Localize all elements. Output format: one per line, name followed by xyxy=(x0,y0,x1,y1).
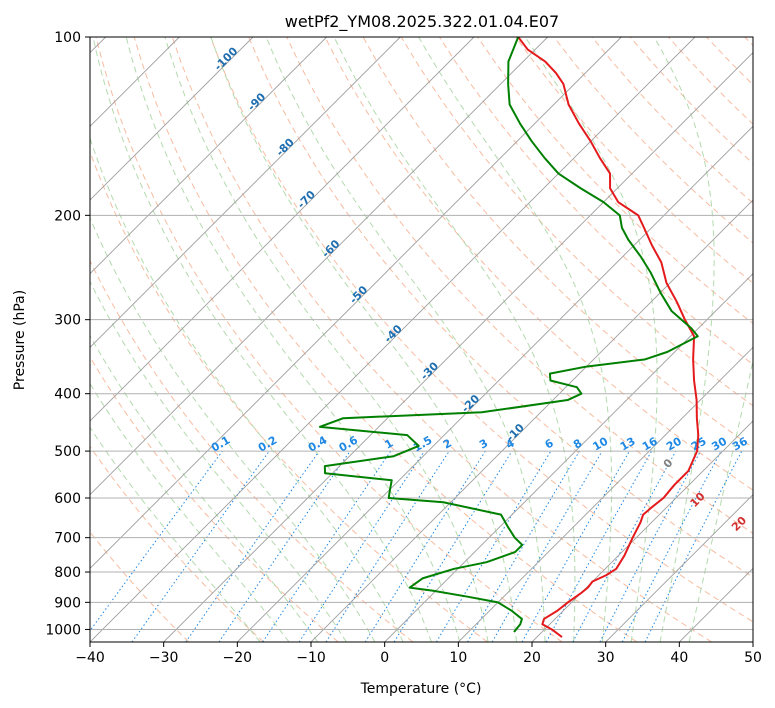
x-axis-label: Temperature (°C) xyxy=(360,681,482,697)
dry-adiabat xyxy=(248,37,753,578)
moist-adiabat xyxy=(210,37,517,642)
x-tick-label: 20 xyxy=(523,650,541,666)
y-tick-label: 800 xyxy=(54,565,81,581)
moist-adiabat xyxy=(524,37,658,642)
moist-adiabat xyxy=(265,37,546,642)
moist-adiabat xyxy=(90,136,404,642)
x-tick-label: −20 xyxy=(223,650,253,666)
moist-adiabat xyxy=(688,358,753,642)
moist-adiabat xyxy=(164,37,489,642)
x-tick-label: 50 xyxy=(744,650,762,666)
isotherm-line xyxy=(163,52,753,642)
x-tick-label: 40 xyxy=(670,650,688,666)
plot-background xyxy=(90,37,753,642)
moist-adiabat xyxy=(90,280,347,642)
dry-adiabat xyxy=(210,37,753,623)
isotherm-line xyxy=(90,37,254,201)
isotherm-line xyxy=(90,37,401,348)
mixing-ratio-line xyxy=(298,450,425,642)
isotherm-line xyxy=(237,125,753,642)
y-tick-label: 300 xyxy=(54,313,81,329)
y-tick-label: 900 xyxy=(54,595,81,611)
x-tick-label: 30 xyxy=(597,650,615,666)
mixing-ratio-line xyxy=(325,450,450,642)
axis-ticks: −40 −30 −20 −10 0 10 20 30 40 50 100 200 300 400 500 60… xyxy=(45,30,762,666)
mixing-ratio-line xyxy=(572,450,677,642)
dry-adiabat xyxy=(171,37,712,642)
mixing-ratio-line xyxy=(90,450,223,632)
y-tick-label: 400 xyxy=(54,387,81,403)
temperature-profile xyxy=(517,37,700,638)
x-tick-label: −30 xyxy=(149,650,179,666)
x-tick-label: −10 xyxy=(296,650,326,666)
x-tick-label: 10 xyxy=(449,650,467,666)
dry-adiabat xyxy=(90,356,339,642)
dewpoint-profile xyxy=(318,37,699,633)
mixing-ratio-line xyxy=(185,450,320,642)
y-tick-label: 1000 xyxy=(45,622,81,638)
isobars xyxy=(90,37,753,630)
mixing-ratio-line xyxy=(545,450,653,642)
dry-adiabat xyxy=(90,259,414,642)
isotherm-line xyxy=(458,346,753,642)
moist-adiabat xyxy=(653,37,715,642)
isotherm-line xyxy=(90,37,622,569)
moist-adiabat-label: 30 xyxy=(766,543,775,563)
mixing-ratio-line xyxy=(262,450,392,642)
dry-adiabat xyxy=(286,37,753,534)
y-axis-label: Pressure (hPa) xyxy=(12,290,28,390)
moist-adiabat xyxy=(333,37,576,642)
chart-title: wetPf2_YM08.2025.322.01.04.E07 xyxy=(285,12,559,32)
y-tick-label: 100 xyxy=(54,30,81,46)
isotherm-line xyxy=(90,37,327,275)
dry-adiabat xyxy=(324,37,753,491)
y-tick-label: 500 xyxy=(54,444,81,460)
plot-frame xyxy=(89,36,754,643)
moist-adiabat xyxy=(125,37,461,642)
isotherm-line xyxy=(605,494,753,642)
moist-adiabat xyxy=(90,426,261,642)
mixing-ratio-lines xyxy=(90,450,743,642)
profiles xyxy=(318,37,700,638)
isotherm-line xyxy=(90,37,696,642)
moist-adiabat xyxy=(92,37,432,642)
y-tick-label: 700 xyxy=(54,531,81,547)
isotherm-line xyxy=(310,199,753,642)
mixing-ratio-line xyxy=(393,450,513,642)
x-tick-label: −40 xyxy=(75,650,105,666)
isotherm-line xyxy=(90,37,475,422)
adiabats xyxy=(90,37,753,642)
dry-adiabat xyxy=(515,37,753,284)
x-tick-label: 0 xyxy=(380,650,389,666)
isotherm-line xyxy=(752,641,753,642)
mixing-ratio-line xyxy=(521,450,630,642)
dry-adiabat xyxy=(90,445,264,642)
dry-adiabat xyxy=(95,37,563,642)
mixing-ratio-line xyxy=(131,450,270,642)
y-tick-label: 600 xyxy=(54,491,81,507)
isotherm-line xyxy=(90,37,548,496)
y-tick-label: 200 xyxy=(54,208,81,224)
moist-adiabat xyxy=(90,334,319,642)
isotherm-line xyxy=(531,420,753,642)
mixing-ratio-line xyxy=(218,450,351,642)
mixing-ratio-line xyxy=(644,450,743,642)
moist-adiabat xyxy=(90,216,376,642)
moist-adiabat xyxy=(90,382,290,642)
isotherm-line xyxy=(384,273,753,642)
isotherms xyxy=(90,37,753,642)
moist-adiabat xyxy=(418,37,613,642)
